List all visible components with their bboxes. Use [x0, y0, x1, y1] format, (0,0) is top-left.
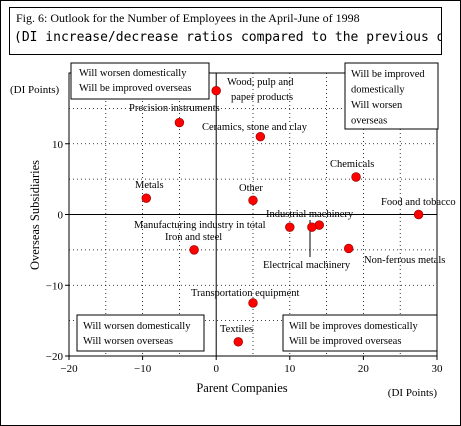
quadrant-note-box — [70, 62, 210, 100]
x-axis-unit: (DI Points) — [388, 387, 438, 399]
point-label: Ceramics, stone and clay — [202, 122, 308, 133]
point-label: Transportation equipment — [191, 288, 299, 299]
chart-title-box: Fig. 6: Outlook for the Number of Employ… — [9, 7, 442, 55]
quadrant-note-text: Will worsen domestically — [79, 68, 187, 79]
data-point — [248, 195, 258, 206]
point-label: Textiles — [220, 324, 253, 335]
data-points — [141, 85, 424, 347]
data-point — [413, 209, 424, 220]
data-point — [248, 298, 258, 308]
x-tick-label: 0 — [213, 363, 219, 375]
quadrant-note-text: Will be improves domestically — [289, 321, 419, 332]
x-tick-label: −20 — [60, 363, 78, 375]
quadrant-note-text: Will worsen domestically — [83, 321, 191, 332]
chart-title: Fig. 6: Outlook for the Number of Employ… — [16, 11, 360, 25]
quadrant-note-text: Will be improved overseas — [79, 83, 191, 94]
quadrant-note-text: Will worsen overseas — [83, 336, 173, 347]
chart-subtitle: (DI increase/decrease ratios compared to… — [14, 30, 442, 45]
point-label: Electrical machinery — [263, 260, 351, 271]
quadrant-note-text: Will be improved — [351, 69, 425, 80]
quadrant-note-text: Will worsen — [351, 100, 403, 111]
x-axis-label: Parent Companies — [196, 381, 287, 395]
point-label: paper products — [231, 92, 293, 103]
point-label: Iron and steel — [165, 232, 222, 243]
point-label: Precision instruments — [129, 103, 220, 114]
grid-lines — [69, 73, 437, 356]
x-tick-label: −10 — [134, 363, 152, 375]
quadrant-notes: Will worsen domestically Will be improved… — [70, 62, 439, 352]
point-label: Chemicals — [330, 159, 374, 170]
point-labels: Wood, pulp and paper products Precision in… — [129, 77, 456, 335]
x-tick-label: 10 — [284, 363, 296, 375]
quadrant-note-box — [282, 314, 438, 352]
point-label: Industrial machinery — [266, 209, 354, 220]
point-label: Manufacturing industry in total — [134, 220, 266, 231]
y-axis-unit: (DI Points) — [10, 84, 60, 96]
data-point — [189, 245, 199, 255]
quadrant-note-text: Will be improved overseas — [289, 336, 401, 347]
axis-ticks: −20 −10 0 10 20 30 −20 −10 0 10 — [46, 139, 443, 375]
y-tick-label: 0 — [58, 210, 64, 222]
data-point — [351, 172, 361, 182]
quadrant-note-box — [344, 62, 439, 130]
y-axis-label: Overseas Subsidiaries — [28, 160, 42, 270]
data-point — [141, 193, 151, 203]
point-label: Other — [239, 183, 263, 194]
x-tick-label: 20 — [358, 363, 370, 375]
quadrant-note-box — [76, 314, 205, 352]
data-point — [233, 337, 243, 347]
point-label: Metals — [135, 180, 164, 191]
x-tick-label: 30 — [432, 363, 444, 375]
quadrant-note-text: overseas — [351, 116, 387, 127]
point-label: Food and tobacco — [381, 197, 456, 208]
data-point — [255, 131, 266, 142]
data-point — [343, 243, 354, 254]
plot-area-border — [68, 72, 438, 357]
data-point — [211, 85, 221, 96]
y-tick-label: −20 — [46, 351, 64, 363]
data-point — [174, 117, 185, 128]
data-point — [307, 222, 317, 232]
y-tick-label: −10 — [46, 280, 64, 292]
point-label: Non-ferrous metals — [364, 255, 445, 266]
y-tick-label: 10 — [52, 139, 64, 151]
quadrant-note-text: domestically — [351, 85, 405, 96]
point-label: Wood, pulp and — [227, 77, 294, 88]
data-point — [285, 222, 295, 232]
